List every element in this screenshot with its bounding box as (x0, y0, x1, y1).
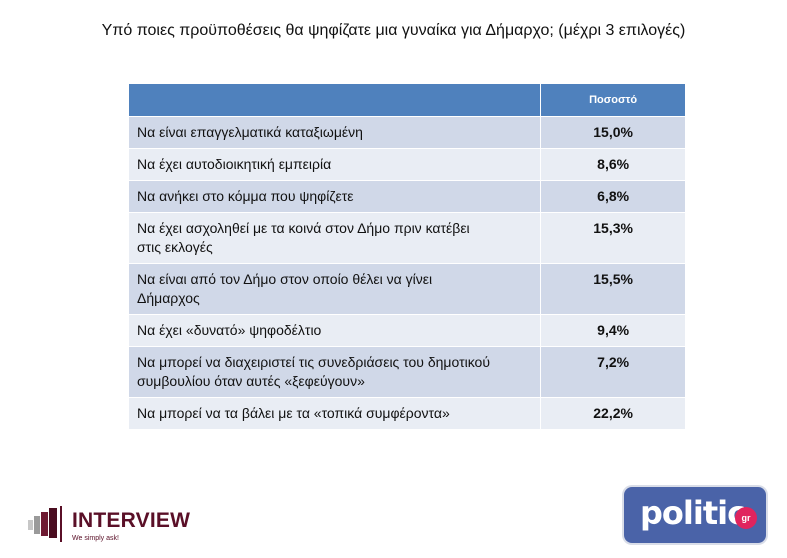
row-label: Να έχει «δυνατό» ψηφοδέλτιο (129, 314, 541, 346)
header-percentage-cell: Ποσοστό (540, 84, 685, 116)
row-percentage: 15,3% (540, 212, 685, 263)
politic-badge: gr (735, 507, 757, 529)
table-row: Να είναι από τον Δήμο στον οποίο θέλει ν… (129, 263, 685, 314)
row-label: Να μπορεί να διαχειριστεί τις συνεδριάσε… (129, 346, 541, 397)
interview-brand-name: INTERVIEW (72, 509, 191, 532)
page-title: Υπό ποιες προϋποθέσεις θα ψηφίζατε μια γ… (101, 22, 686, 39)
row-label: Να έχει ασχοληθεί με τα κοινά στον Δήμο … (129, 212, 541, 263)
table-header-row: Ποσοστό (129, 84, 685, 116)
row-percentage: 15,5% (540, 263, 685, 314)
results-table: Ποσοστό Να είναι επαγγελματικά καταξιωμέ… (129, 84, 685, 429)
header-label-cell (129, 84, 541, 116)
table-row: Να ανήκει στο κόμμα που ψηφίζετε 6,8% (129, 180, 685, 212)
row-label: Να είναι επαγγελματικά καταξιωμένη (129, 116, 541, 148)
table-row: Να μπορεί να τα βάλει με τα «τοπικά συμφ… (129, 397, 685, 429)
row-percentage: 8,6% (540, 148, 685, 180)
row-label: Να μπορεί να τα βάλει με τα «τοπικά συμφ… (129, 397, 541, 429)
row-percentage: 22,2% (540, 397, 685, 429)
row-label: Να ανήκει στο κόμμα που ψηφίζετε (129, 180, 541, 212)
row-percentage: 6,8% (540, 180, 685, 212)
row-label: Να είναι από τον Δήμο στον οποίο θέλει ν… (129, 263, 541, 314)
table-row: Να έχει αυτοδιοικητική εμπειρία 8,6% (129, 148, 685, 180)
row-percentage: 7,2% (540, 346, 685, 397)
row-label: Να έχει αυτοδιοικητική εμπειρία (129, 148, 541, 180)
table-row: Να έχει «δυνατό» ψηφοδέλτιο 9,4% (129, 314, 685, 346)
interview-tagline: We simply ask! (72, 535, 119, 542)
table-row: Να είναι επαγγελματικά καταξιωμένη 15,0% (129, 116, 685, 148)
table-row: Να μπορεί να διαχειριστεί τις συνεδριάσε… (129, 346, 685, 397)
interview-logo-icon (28, 506, 62, 542)
row-percentage: 9,4% (540, 314, 685, 346)
table-row: Να έχει ασχοληθεί με τα κοινά στον Δήμο … (129, 212, 685, 263)
row-percentage: 15,0% (540, 116, 685, 148)
politic-brand-name: politic (640, 494, 746, 532)
